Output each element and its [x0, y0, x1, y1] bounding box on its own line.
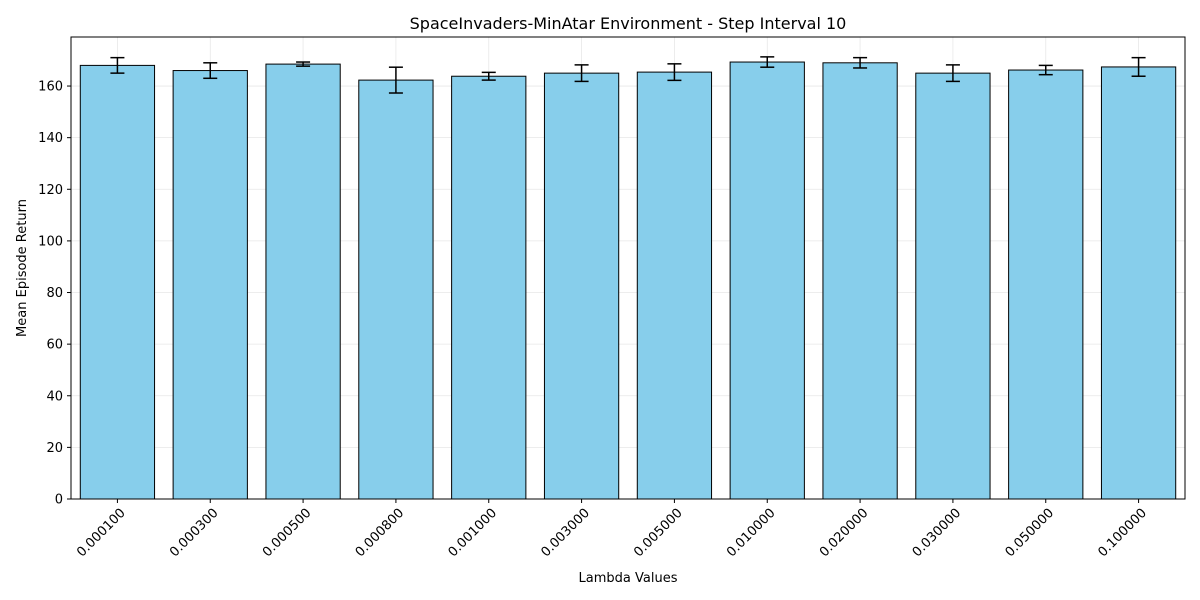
y-tick-label: 100 — [38, 234, 63, 249]
bar — [79, 64, 156, 500]
error-bars-layer — [110, 56, 1146, 94]
bar — [543, 72, 620, 500]
bar — [172, 70, 248, 500]
x-tick-label: 0.050000 — [1003, 506, 1057, 560]
bar — [822, 62, 898, 500]
y-tick-label: 20 — [46, 441, 63, 456]
x-tick-label: 0.000800 — [353, 506, 407, 560]
x-tick-label: 0.000500 — [260, 506, 314, 560]
x-tick-label: 0.000100 — [74, 506, 128, 560]
y-tick-label: 160 — [38, 80, 63, 95]
y-tick-label: 120 — [38, 183, 63, 198]
x-tick-label: 0.001000 — [446, 506, 500, 560]
x-axis-label: Lambda Values — [579, 571, 678, 586]
bars-layer — [79, 61, 1177, 500]
y-tick-label: 0 — [55, 493, 63, 508]
bar — [451, 75, 527, 500]
x-tick-label: 0.100000 — [1095, 506, 1149, 560]
y-tick-label: 60 — [46, 338, 63, 353]
axes-frame — [70, 36, 1186, 500]
bar — [729, 61, 805, 500]
y-tick-label: 140 — [38, 131, 63, 146]
bar — [265, 63, 341, 500]
bar — [358, 79, 434, 500]
x-tick-label: 0.020000 — [817, 506, 871, 560]
x-tick-label: 0.003000 — [538, 506, 592, 560]
bar — [1100, 66, 1177, 500]
bar — [915, 72, 991, 500]
bar — [1008, 69, 1084, 500]
bar — [636, 71, 713, 500]
x-tick-label: 0.000300 — [167, 506, 221, 560]
x-tick-label: 0.030000 — [910, 506, 964, 560]
y-axis-label: Mean Episode Return — [15, 199, 30, 337]
x-ticks-layer: 0.000100 0.000300 0.000500 0.000800 0.001000… — [74, 499, 1150, 560]
chart-title: SpaceInvaders-MinAtar Environment - Step… — [410, 14, 847, 33]
x-tick-label: 0.010000 — [724, 506, 778, 560]
y-tick-label: 40 — [46, 389, 63, 404]
x-tick-label: 0.005000 — [631, 506, 685, 560]
y-tick-label: 80 — [46, 286, 63, 301]
y-ticks-layer: 0 20 40 60 80 100 120 140 160 — [38, 80, 71, 508]
